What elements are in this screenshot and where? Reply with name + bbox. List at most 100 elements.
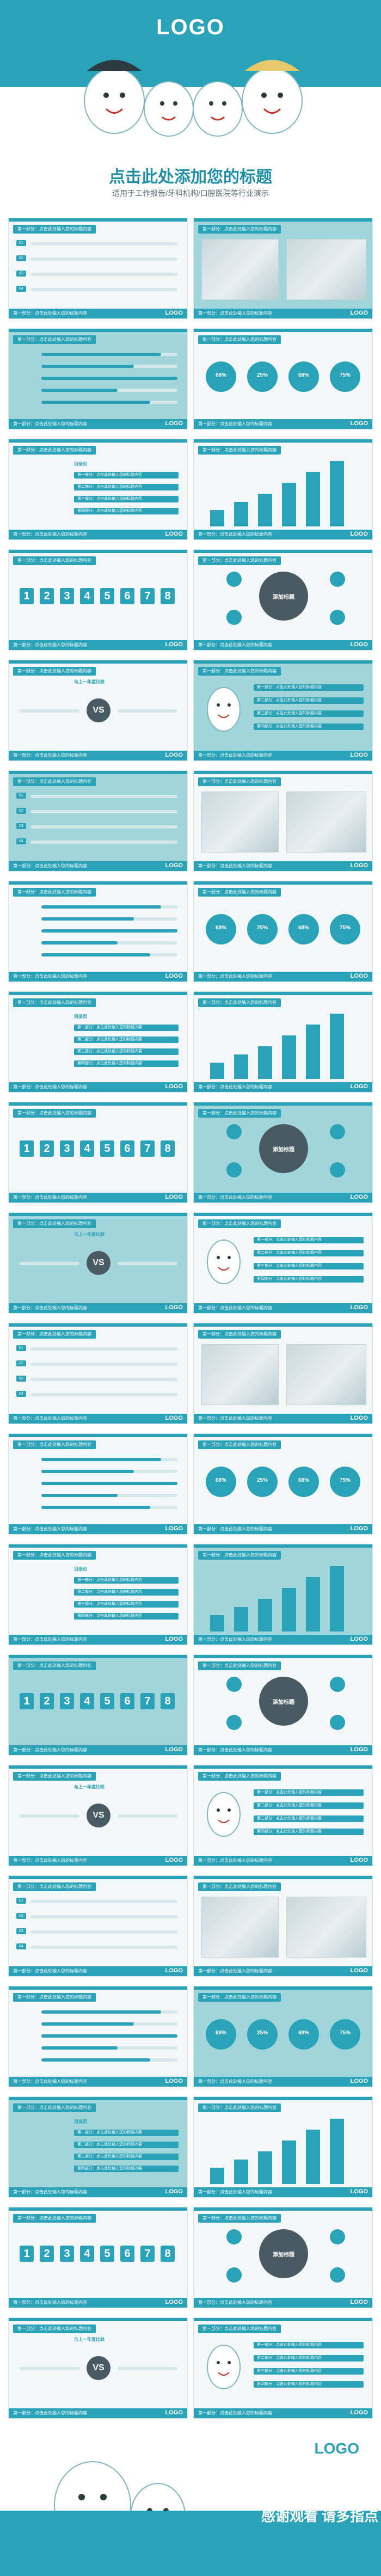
slide-thumbnail-38[interactable]: 第一部分：点击此处输入您的标题内容 添加标题 第一部分：点击此处输入您的标题内容 LO… xyxy=(193,2207,373,2308)
footer-logo: LOGO xyxy=(165,1525,183,1532)
toc-item[interactable]: 第三部分：点击此处输入您的标题内容 xyxy=(74,2154,179,2160)
slide-thumbnail-29[interactable]: 第一部分：点击此处输入您的标题内容 与上一年度比较 VS 第一部分：点击此处输入您的标… xyxy=(8,1765,188,1866)
toc-item[interactable]: 第一部分：点击此处输入您的标题内容 xyxy=(74,2130,179,2136)
footer-part-label: 第一部分：点击此处输入您的标题内容 xyxy=(13,1637,87,1642)
toc-item[interactable]: 第三部分：点击此处输入您的标题内容 xyxy=(254,2368,364,2375)
toc-item[interactable]: 第三部分：点击此处输入您的标题内容 xyxy=(74,496,179,502)
toc-item[interactable]: 第四部分：点击此处输入您的标题内容 xyxy=(254,723,364,730)
toc-item[interactable]: 第一部分：点击此处输入您的标题内容 xyxy=(74,1025,179,1031)
toc-item[interactable]: 第二部分：点击此处输入您的标题内容 xyxy=(254,2355,364,2362)
slide-thumbnail-27[interactable]: 第一部分：点击此处输入您的标题内容 1 2 3 4 5 6 7 8 第一部分：点击此处输入您的标题… xyxy=(8,1654,188,1756)
slide-heading: 第一部分：点击此处输入您的标题内容 xyxy=(13,1551,96,1560)
slide-thumbnail-14[interactable]: 第一部分：点击此处输入您的标题内容 68% 25% 68% 75% 第一部分：点击此处输入… xyxy=(193,881,373,982)
slide-thumbnail-7[interactable]: 第一部分：点击此处输入您的标题内容 1 2 3 4 5 6 7 8 第一部分：点击此处输入您的标题… xyxy=(8,549,188,651)
toc-item[interactable]: 第一部分：点击此处输入您的标题内容 xyxy=(254,2342,364,2348)
chart-bar xyxy=(282,1588,296,1632)
ending-thanks: 感谢观看 请多指点 xyxy=(261,2508,379,2524)
slide-thumbnail-12[interactable]: 第一部分：点击此处输入您的标题内容 第一部分：点击此处输入您的标题内容 LOGO xyxy=(193,770,373,872)
slide-thumbnail-21[interactable]: 第一部分：点击此处输入您的标题内容 01 02 03 04 第一部分：点击此处输入您的标题… xyxy=(8,1323,188,1424)
slide-thumbnail-16[interactable]: 第一部分：点击此处输入您的标题内容 第一部分：点击此处输入您的标题内容 LOGO xyxy=(193,991,373,1093)
slide-thumbnail-22[interactable]: 第一部分：点击此处输入您的标题内容 第一部分：点击此处输入您的标题内容 LOGO xyxy=(193,1323,373,1424)
slide-thumbnail-26[interactable]: 第一部分：点击此处输入您的标题内容 第一部分：点击此处输入您的标题内容 LOGO xyxy=(193,1544,373,1645)
slide-top-strip xyxy=(194,771,372,774)
list-label: 01 xyxy=(16,793,26,799)
footer-logo: LOGO xyxy=(165,1636,183,1642)
toc-item[interactable]: 第三部分：点击此处输入您的标题内容 xyxy=(254,1816,364,1822)
slide-thumbnail-33[interactable]: 第一部分：点击此处输入您的标题内容 第一部分：点击此处输入您的标题内容 LOGO xyxy=(8,1986,188,2087)
slide-heading: 第一部分：点击此处输入您的标题内容 xyxy=(198,1661,281,1670)
slide-thumbnail-39[interactable]: 第一部分：点击此处输入您的标题内容 与上一年度比较 VS 第一部分：点击此处输入您的标… xyxy=(8,2317,188,2419)
slide-thumbnail-17[interactable]: 第一部分：点击此处输入您的标题内容 1 2 3 4 5 6 7 8 第一部分：点击此处输入您的标题… xyxy=(8,1102,188,1203)
slide-heading: 第一部分：点击此处输入您的标题内容 xyxy=(198,1330,281,1339)
digit-tile: 8 xyxy=(161,1693,175,1709)
toc-item[interactable]: 第一部分：点击此处输入您的标题内容 xyxy=(254,1237,364,1243)
node-circle xyxy=(226,2267,242,2283)
toc-item[interactable]: 第三部分：点击此处输入您的标题内容 xyxy=(254,710,364,717)
list-label: 01 xyxy=(16,240,26,246)
slide-heading: 第一部分：点击此处输入您的标题内容 xyxy=(198,1551,281,1560)
slide-thumbnail-13[interactable]: 第一部分：点击此处输入您的标题内容 第一部分：点击此处输入您的标题内容 LOGO xyxy=(8,881,188,982)
toc-item[interactable]: 第一部分：点击此处输入您的标题内容 xyxy=(74,472,179,479)
slide-thumbnail-24[interactable]: 第一部分：点击此处输入您的标题内容 68% 25% 68% 75% 第一部分：点击此处输入… xyxy=(193,1433,373,1535)
toc-item[interactable]: 第一部分：点击此处输入您的标题内容 xyxy=(254,1789,364,1796)
toc-item[interactable]: 第二部分：点击此处输入您的标题内容 xyxy=(254,697,364,704)
slide-thumbnail-1[interactable]: 第一部分：点击此处输入您的标题内容 01 02 03 04 第一部分：点击此处输入您的标题… xyxy=(8,218,188,319)
compare-line xyxy=(118,2367,177,2370)
slide-heading: 第一部分：点击此处输入您的标题内容 xyxy=(13,446,96,455)
slide-thumbnail-35[interactable]: 第一部分：点击此处输入您的标题内容 目录页 第一部分：点击此处输入您的标题内容 第二部… xyxy=(8,2096,188,2198)
slide-thumbnail-11[interactable]: 第一部分：点击此处输入您的标题内容 01 02 03 04 第一部分：点击此处输入您的标题… xyxy=(8,770,188,872)
slide-thumbnail-25[interactable]: 第一部分：点击此处输入您的标题内容 目录页 第一部分：点击此处输入您的标题内容 第二部… xyxy=(8,1544,188,1645)
slide-thumbnail-34[interactable]: 第一部分：点击此处输入您的标题内容 68% 25% 68% 75% 第一部分：点击此处输入… xyxy=(193,1986,373,2087)
footer-part-label: 第一部分：点击此处输入您的标题内容 xyxy=(198,2189,272,2194)
list-label: 02 xyxy=(16,1360,26,1366)
node-circle xyxy=(226,572,242,587)
toc-item[interactable]: 第一部分：点击此处输入您的标题内容 xyxy=(74,1577,179,1584)
toc-item[interactable]: 第四部分：点击此处输入您的标题内容 xyxy=(254,1829,364,1835)
footer-part-label: 第一部分：点击此处输入您的标题内容 xyxy=(13,753,87,758)
slide-thumbnail-6[interactable]: 第一部分：点击此处输入您的标题内容 第一部分：点击此处输入您的标题内容 LOGO xyxy=(193,439,373,540)
slide-thumbnail-5[interactable]: 第一部分：点击此处输入您的标题内容 目录页 第一部分：点击此处输入您的标题内容 第二部… xyxy=(8,439,188,540)
toc-item[interactable]: 第一部分：点击此处输入您的标题内容 xyxy=(254,684,364,691)
slide-thumbnail-20[interactable]: 第一部分：点击此处输入您的标题内容 第一部分：点击此处输入您的标题内容 第二部分：点… xyxy=(193,1212,373,1314)
slide-thumbnail-3[interactable]: 第一部分：点击此处输入您的标题内容 第一部分：点击此处输入您的标题内容 LOGO xyxy=(8,328,188,430)
toc-item[interactable]: 第四部分：点击此处输入您的标题内容 xyxy=(74,1060,179,1067)
footer-logo: LOGO xyxy=(350,1746,368,1753)
toc-item[interactable]: 第三部分：点击此处输入您的标题内容 xyxy=(254,1263,364,1269)
slide-thumbnail-10[interactable]: 第一部分：点击此处输入您的标题内容 第一部分：点击此处输入您的标题内容 第二部分：点… xyxy=(193,660,373,761)
toc-item[interactable]: 第二部分：点击此处输入您的标题内容 xyxy=(74,1036,179,1043)
slide-thumbnail-8[interactable]: 第一部分：点击此处输入您的标题内容 添加标题 第一部分：点击此处输入您的标题内容 LO… xyxy=(193,549,373,651)
footer-logo: LOGO xyxy=(350,2299,368,2305)
toc-item[interactable]: 第四部分：点击此处输入您的标题内容 xyxy=(74,2166,179,2172)
toc-item[interactable]: 第二部分：点击此处输入您的标题内容 xyxy=(254,1802,364,1809)
slide-thumbnail-19[interactable]: 第一部分：点击此处输入您的标题内容 与上一年度比较 VS 第一部分：点击此处输入您的标… xyxy=(8,1212,188,1314)
slide-thumbnail-9[interactable]: 第一部分：点击此处输入您的标题内容 与上一年度比较 VS 第一部分：点击此处输入您的标… xyxy=(8,660,188,761)
slide-thumbnail-32[interactable]: 第一部分：点击此处输入您的标题内容 第一部分：点击此处输入您的标题内容 LOGO xyxy=(193,1875,373,1977)
slide-top-strip xyxy=(194,1323,372,1327)
toc-item[interactable]: 第三部分：点击此处输入您的标题内容 xyxy=(74,1601,179,1608)
slide-thumbnail-4[interactable]: 第一部分：点击此处输入您的标题内容 68% 25% 68% 75% 第一部分：点击此处输入… xyxy=(193,328,373,430)
toc-item[interactable]: 第四部分：点击此处输入您的标题内容 xyxy=(254,2381,364,2388)
slide-thumbnail-37[interactable]: 第一部分：点击此处输入您的标题内容 1 2 3 4 5 6 7 8 第一部分：点击此处输入您的标题… xyxy=(8,2207,188,2308)
footer-logo: LOGO xyxy=(350,752,368,758)
toc-item[interactable]: 第四部分：点击此处输入您的标题内容 xyxy=(74,1613,179,1620)
slide-thumbnail-28[interactable]: 第一部分：点击此处输入您的标题内容 添加标题 第一部分：点击此处输入您的标题内容 LO… xyxy=(193,1654,373,1756)
toc-item[interactable]: 第二部分：点击此处输入您的标题内容 xyxy=(254,1250,364,1256)
chart-bar xyxy=(234,2160,248,2184)
slide-thumbnail-40[interactable]: 第一部分：点击此处输入您的标题内容 第一部分：点击此处输入您的标题内容 第二部分：点… xyxy=(193,2317,373,2419)
progress-fill xyxy=(41,1470,134,1473)
toc-item[interactable]: 第二部分：点击此处输入您的标题内容 xyxy=(74,2142,179,2148)
slide-thumbnail-36[interactable]: 第一部分：点击此处输入您的标题内容 第一部分：点击此处输入您的标题内容 LOGO xyxy=(193,2096,373,2198)
toc-item[interactable]: 第三部分：点击此处输入您的标题内容 xyxy=(74,1048,179,1055)
slide-thumbnail-2[interactable]: 第一部分：点击此处输入您的标题内容 第一部分：点击此处输入您的标题内容 LOGO xyxy=(193,218,373,319)
slide-thumbnail-31[interactable]: 第一部分：点击此处输入您的标题内容 01 02 03 04 第一部分：点击此处输入您的标题… xyxy=(8,1875,188,1977)
toc-item[interactable]: 第四部分：点击此处输入您的标题内容 xyxy=(254,1276,364,1283)
cover-logo: LOGO xyxy=(156,15,225,39)
footer-logo: LOGO xyxy=(350,310,368,316)
slide-thumbnail-23[interactable]: 第一部分：点击此处输入您的标题内容 第一部分：点击此处输入您的标题内容 LOGO xyxy=(8,1433,188,1535)
toc-item[interactable]: 第二部分：点击此处输入您的标题内容 xyxy=(74,484,179,490)
slide-thumbnail-18[interactable]: 第一部分：点击此处输入您的标题内容 添加标题 第一部分：点击此处输入您的标题内容 LO… xyxy=(193,1102,373,1203)
toc-item[interactable]: 第四部分：点击此处输入您的标题内容 xyxy=(74,508,179,514)
slide-thumbnail-15[interactable]: 第一部分：点击此处输入您的标题内容 目录页 第一部分：点击此处输入您的标题内容 第二部… xyxy=(8,991,188,1093)
slide-thumbnail-30[interactable]: 第一部分：点击此处输入您的标题内容 第一部分：点击此处输入您的标题内容 第二部分：点… xyxy=(193,1765,373,1866)
toc-item[interactable]: 第二部分：点击此处输入您的标题内容 xyxy=(74,1589,179,1596)
